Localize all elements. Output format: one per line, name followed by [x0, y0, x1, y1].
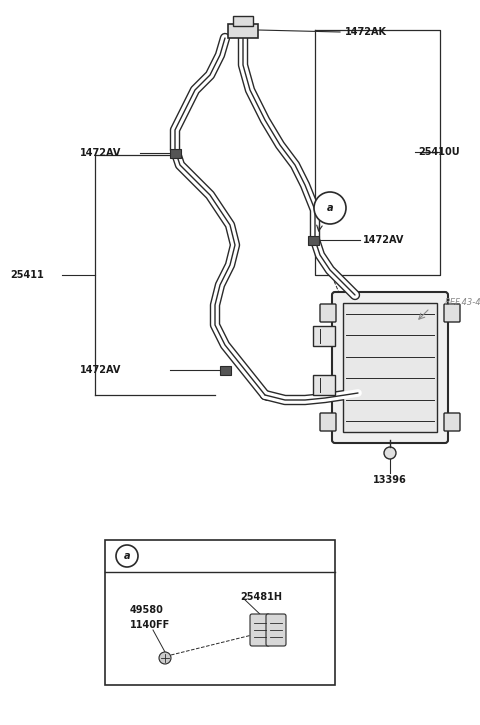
Bar: [343, 303, 437, 432]
FancyBboxPatch shape: [444, 304, 460, 322]
FancyBboxPatch shape: [332, 292, 448, 443]
Bar: [169, 149, 180, 157]
Bar: [228, 24, 258, 38]
Circle shape: [384, 447, 396, 459]
Bar: [313, 375, 335, 395]
Text: 13396: 13396: [373, 475, 407, 485]
FancyBboxPatch shape: [444, 413, 460, 431]
Text: 1472AV: 1472AV: [363, 235, 404, 245]
Text: 1472AV: 1472AV: [80, 365, 121, 375]
Circle shape: [116, 545, 138, 567]
Bar: [308, 236, 319, 244]
FancyBboxPatch shape: [320, 304, 336, 322]
Text: a: a: [124, 551, 130, 561]
Text: 25481H: 25481H: [240, 592, 282, 602]
Circle shape: [159, 652, 171, 664]
Bar: [219, 365, 230, 375]
Text: 1140FF: 1140FF: [130, 620, 170, 630]
FancyBboxPatch shape: [266, 614, 286, 646]
Circle shape: [314, 192, 346, 224]
Text: 49580: 49580: [130, 605, 164, 615]
FancyBboxPatch shape: [320, 413, 336, 431]
Text: 25410U: 25410U: [418, 147, 460, 157]
Text: 1472AK: 1472AK: [345, 27, 387, 37]
Text: 25411: 25411: [10, 270, 44, 280]
Text: REF.43-452: REF.43-452: [445, 297, 480, 307]
Text: 1472AV: 1472AV: [80, 148, 121, 158]
FancyBboxPatch shape: [250, 614, 270, 646]
Bar: [233, 16, 253, 26]
Bar: [105, 540, 335, 685]
Bar: [313, 326, 335, 346]
Text: a: a: [327, 203, 333, 213]
